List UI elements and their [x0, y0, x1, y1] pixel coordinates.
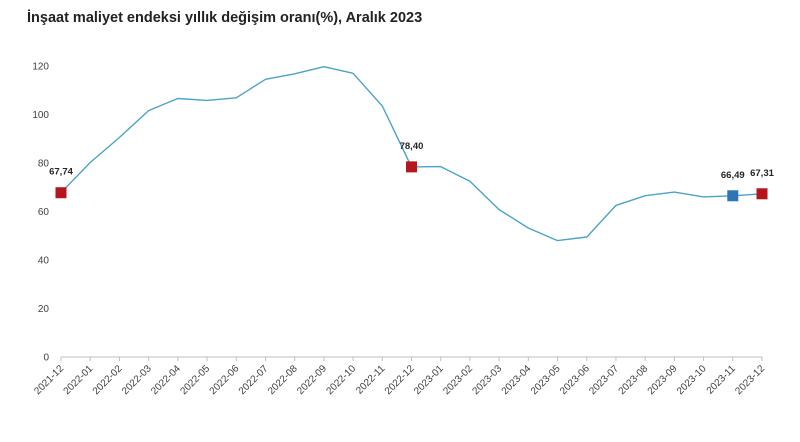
- x-tick-label: 2022-02: [91, 363, 125, 397]
- x-tick-label: 2023-03: [471, 363, 505, 397]
- y-tick-label: 0: [43, 353, 49, 364]
- highlight-marker: [406, 161, 417, 173]
- x-tick-label: 2023-01: [412, 363, 446, 397]
- x-tick-label: 2022-10: [324, 363, 358, 397]
- highlight-marker: [756, 188, 768, 200]
- y-tick-label: 80: [38, 159, 50, 170]
- y-tick-label: 20: [38, 304, 50, 315]
- x-tick-label: 2022-07: [237, 363, 271, 397]
- x-tick-label: 2023-12: [733, 363, 767, 397]
- x-tick-label: 2022-08: [266, 363, 300, 397]
- data-label-group: 67,74 78,40 66,49 67,31: [49, 141, 774, 181]
- x-tick-label: 2022-11: [354, 363, 388, 397]
- chart-title: İnşaat maliyet endeksi yıllık değişim or…: [27, 10, 423, 26]
- x-tick-label: 2022-06: [208, 363, 242, 397]
- x-tick-label: 2022-04: [149, 363, 183, 397]
- x-tick-label: 2023-09: [646, 363, 680, 397]
- y-axis: 0 20 40 60 80 100 120: [32, 62, 49, 364]
- x-tick-label: 2021-12: [32, 363, 66, 397]
- x-tick-label: 2022-03: [120, 363, 154, 397]
- x-tick-label: 2023-10: [675, 363, 709, 397]
- y-tick-label: 120: [32, 62, 49, 73]
- x-tick-label: 2023-06: [558, 363, 592, 397]
- x-tick-label: 2022-12: [383, 363, 417, 397]
- x-tick-label: 2023-07: [587, 363, 621, 397]
- y-tick-label: 60: [38, 207, 50, 218]
- highlight-marker: [727, 190, 739, 202]
- y-tick-label: 40: [38, 256, 50, 267]
- x-axis: 2021-122022-012022-022022-032022-042022-…: [32, 356, 767, 397]
- series-line: [60, 65, 763, 242]
- x-tick-label: 2022-05: [178, 363, 212, 397]
- data-label: 66,49: [721, 170, 745, 181]
- x-tick-label: 2023-02: [441, 363, 475, 397]
- highlight-marker: [55, 187, 67, 199]
- data-label: 67,74: [49, 167, 73, 178]
- data-label: 67,31: [750, 168, 774, 179]
- x-tick-label: 2022-01: [62, 363, 96, 397]
- series-group: [60, 65, 763, 242]
- y-tick-label: 100: [32, 110, 49, 121]
- marker-group: [55, 161, 768, 202]
- x-tick-label: 2023-04: [500, 363, 534, 397]
- x-tick-label: 2022-09: [295, 363, 329, 397]
- x-tick-label: 2023-05: [529, 363, 563, 397]
- x-tick-label: 2023-11: [705, 363, 739, 397]
- x-tick-label: 2023-08: [617, 363, 651, 397]
- data-label: 78,40: [400, 141, 424, 152]
